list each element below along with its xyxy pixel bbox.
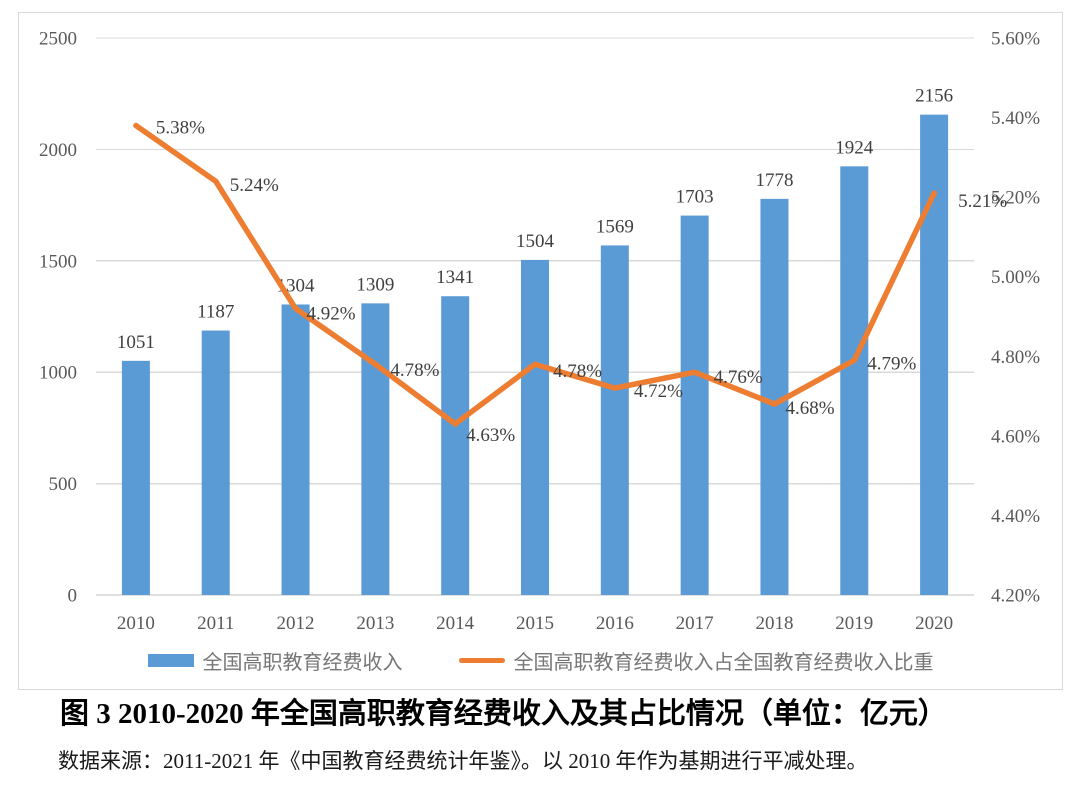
right-axis-tick-5.00%: 5.00%	[991, 267, 1040, 288]
legend-item-bar: 全国高职教育经费收入	[147, 646, 403, 675]
right-axis-tick-4.60%: 4.60%	[991, 426, 1040, 447]
x-axis-label-2013: 2013	[356, 613, 394, 634]
line-label-2016: 4.72%	[634, 381, 683, 402]
bar-label-2020: 2156	[915, 86, 953, 107]
left-axis-tick-1500: 1500	[39, 251, 77, 272]
bar-label-2010: 1051	[117, 332, 155, 353]
x-axis-label-2014: 2014	[436, 613, 475, 634]
x-axis-label-2018: 2018	[755, 613, 793, 634]
x-axis-label-2012: 2012	[277, 613, 315, 634]
bar-label-2016: 1569	[596, 216, 634, 237]
bar-label-2014: 1341	[436, 267, 474, 288]
x-axis-label-2016: 2016	[596, 613, 634, 634]
right-axis-tick-4.40%: 4.40%	[991, 506, 1040, 527]
line-label-2015: 4.78%	[553, 361, 602, 382]
right-axis-tick-4.20%: 4.20%	[991, 586, 1040, 607]
right-axis-tick-5.60%: 5.60%	[991, 29, 1040, 50]
bar-2020	[920, 114, 949, 596]
bar-label-2011: 1187	[197, 302, 234, 323]
x-axis-label-2011: 2011	[197, 613, 234, 634]
bar-2012	[281, 304, 310, 595]
chart-legend: 全国高职教育经费收入 全国高职教育经费收入占全国教育经费收入比重	[19, 646, 1062, 675]
right-axis-tick-5.20%: 5.20%	[991, 188, 1040, 209]
right-axis-tick-5.40%: 5.40%	[991, 108, 1040, 129]
line-label-2020: 5.21%	[958, 191, 1007, 212]
bar-label-2018: 1778	[755, 170, 793, 191]
left-axis-tick-0: 0	[68, 586, 78, 607]
bar-2019	[840, 166, 869, 595]
x-axis-label-2019: 2019	[835, 613, 873, 634]
bar-2015	[521, 259, 549, 595]
line-label-2019: 4.79%	[867, 353, 916, 374]
line-label-2013: 4.78%	[390, 360, 439, 381]
line-label-2014: 4.63%	[466, 425, 515, 446]
bar-2011	[201, 330, 230, 595]
legend-bar-swatch	[147, 654, 194, 667]
legend-line-label: 全国高职教育经费收入占全国教育经费收入比重	[513, 652, 934, 674]
legend-item-line: 全国高职教育经费收入占全国教育经费收入比重	[458, 646, 934, 675]
ratio-line	[133, 122, 937, 427]
x-axis-label-2020: 2020	[915, 613, 953, 634]
bar-label-2013: 1309	[356, 274, 394, 295]
chart-frame: 0 500 1000 1500 2000 2500 4.20% 4.40% 4.60% 4.80%…	[18, 12, 1063, 690]
bar-label-2019: 1924	[835, 137, 874, 158]
bar-2016	[600, 245, 629, 595]
x-axis-label-2010: 2010	[117, 613, 155, 634]
left-axis-tick-2500: 2500	[39, 29, 77, 50]
right-axis-tick-4.80%: 4.80%	[991, 347, 1040, 368]
bar-2014	[441, 296, 470, 595]
bar-2017	[680, 215, 709, 595]
line-label-2010: 5.38%	[156, 118, 205, 139]
left-axis-tick-1000: 1000	[39, 363, 77, 384]
left-axis-tick-2000: 2000	[39, 140, 77, 161]
legend-line-swatch	[458, 658, 505, 663]
line-label-2012: 4.92%	[307, 304, 356, 325]
combo-chart: 0 500 1000 1500 2000 2500 4.20% 4.40% 4.60% 4.80%…	[39, 29, 1040, 635]
line-label-2011: 5.24%	[230, 175, 279, 196]
left-axis-tick-500: 500	[49, 474, 78, 495]
figure-source: 数据来源：2011-2021 年《中国教育经费统计年鉴》。以 2010 年作为基…	[58, 749, 868, 773]
bar-2013	[361, 303, 390, 595]
legend-bar-label: 全国高职教育经费收入	[202, 652, 403, 674]
bar-2010	[121, 360, 150, 595]
x-axis-label-2015: 2015	[516, 613, 554, 634]
bar-label-2017: 1703	[676, 187, 714, 208]
figure-caption: 图 3 2010-2020 年全国高职教育经费收入及其占比情况（单位：亿元）	[60, 698, 947, 730]
bar-label-2015: 1504	[516, 231, 555, 252]
line-label-2018: 4.68%	[785, 398, 834, 419]
x-axis-label-2017: 2017	[676, 613, 714, 634]
line-label-2017: 4.76%	[714, 367, 763, 388]
